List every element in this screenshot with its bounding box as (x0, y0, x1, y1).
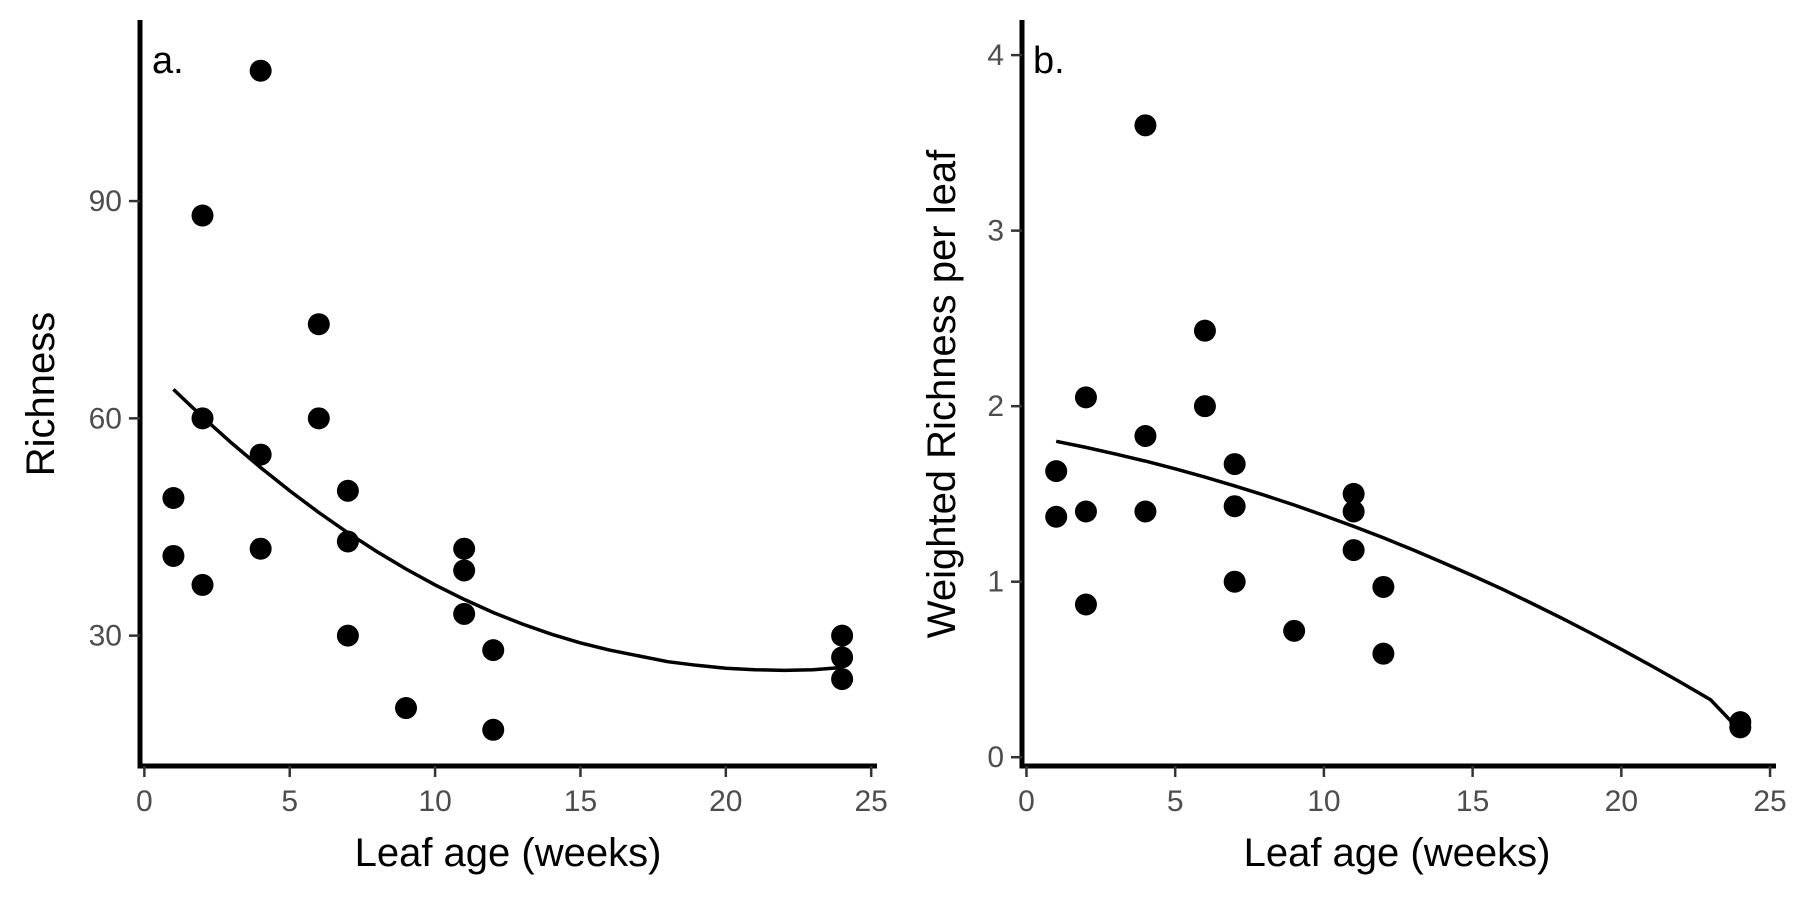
panel-a-x-tick-label: 25 (854, 785, 887, 818)
panel-a-data-point (249, 537, 272, 560)
panel-a-data-point (482, 718, 505, 741)
panel-b-data-point (1372, 642, 1395, 665)
panel-a-data-point (307, 313, 330, 336)
panel-b-data-point (1074, 593, 1097, 616)
panel-a-data-point (453, 602, 476, 625)
panel-a-data-point (831, 624, 854, 647)
panel-a-data-point (249, 443, 272, 466)
panel-a-data-point (191, 573, 214, 596)
panel-b-fit-line (1055, 439, 1742, 733)
panel-b-data-point (1342, 500, 1365, 523)
panel-a-x-tick-label: 5 (281, 785, 298, 818)
panel-a-y-axis-title: Richness (19, 312, 63, 477)
panel-a-data-point (336, 530, 359, 553)
panel-a-data-point (249, 59, 272, 82)
panel-b-data-point (1193, 395, 1216, 418)
panel-a-x-tick-label: 20 (709, 785, 742, 818)
panel-b-data-point (1223, 570, 1246, 593)
panel-a-x-tick-label: 15 (564, 785, 597, 818)
panel-b-y-axis-title: Weighted Richness per leaf (920, 149, 964, 638)
panel-b-data-point (1283, 619, 1306, 642)
panel-b-data-point (1134, 114, 1157, 137)
panel-a-data-point (831, 646, 854, 669)
panel-a-data-point (395, 697, 418, 720)
panel-b-y-tick-label: 0 (987, 741, 1004, 774)
panel-a-x-tick-label: 10 (418, 785, 451, 818)
panel-b: b. Weighted Richness per leaf Leaf age (… (920, 20, 1787, 875)
panel-a-data-point (482, 639, 505, 662)
panel-a-y-tick-label: 30 (89, 620, 122, 653)
panel-a-data-point (162, 487, 185, 510)
panel-b-data-point (1342, 482, 1365, 505)
panel-b-y-tick-label: 2 (987, 390, 1004, 423)
panel-b-data-point (1372, 575, 1395, 598)
panel-b-data-point (1223, 453, 1246, 476)
panel-b-data-point (1045, 460, 1068, 483)
panel-a-y-tick-label: 90 (89, 185, 122, 218)
panel-b-data-point (1342, 539, 1365, 562)
panel-a-data-point (307, 407, 330, 430)
panel-b-label: b. (1033, 40, 1065, 82)
panel-b-data-point (1074, 500, 1097, 523)
panel-b-data-point (1729, 716, 1752, 739)
panel-b-y-tick-label: 3 (987, 215, 1004, 248)
panel-b-x-tick-label: 5 (1167, 785, 1184, 818)
panel-b-data-point (1193, 319, 1216, 342)
panel-b-x-tick-label: 10 (1307, 785, 1340, 818)
panel-a-x-axis-title: Leaf age (weeks) (355, 831, 662, 875)
panel-a-data-point (831, 668, 854, 691)
panel-b-data-point (1134, 500, 1157, 523)
panel-a-data-point (191, 407, 214, 430)
panel-b-data-point (1223, 495, 1246, 518)
panel-b-x-tick-label: 20 (1605, 785, 1638, 818)
panel-a: a. Richness Leaf age (weeks) 0 5 10 15 20 25 3… (19, 20, 888, 875)
panel-a-fit-line (172, 388, 843, 673)
panel-b-x-tick-label: 25 (1753, 785, 1786, 818)
panel-a-label: a. (152, 40, 184, 82)
panel-b-x-tick-label: 0 (1018, 785, 1035, 818)
panel-b-data-point (1045, 505, 1068, 528)
panel-a-data-point (453, 537, 476, 560)
panel-a-x-tick-label: 0 (136, 785, 153, 818)
panel-b-data-point (1074, 386, 1097, 409)
panel-a-data-point (453, 559, 476, 582)
panel-b-y-tick-label: 4 (987, 39, 1004, 72)
panel-a-data-point (336, 479, 359, 502)
panel-a-data-point (191, 204, 214, 227)
panel-a-data-point (336, 624, 359, 647)
panel-b-data-point (1134, 425, 1157, 448)
panel-b-x-tick-label: 15 (1456, 785, 1489, 818)
panel-a-data-point (162, 544, 185, 567)
panel-b-y-tick-label: 1 (987, 566, 1004, 599)
panel-a-y-tick-label: 60 (89, 402, 122, 435)
panel-b-x-axis-title: Leaf age (weeks) (1244, 831, 1551, 875)
